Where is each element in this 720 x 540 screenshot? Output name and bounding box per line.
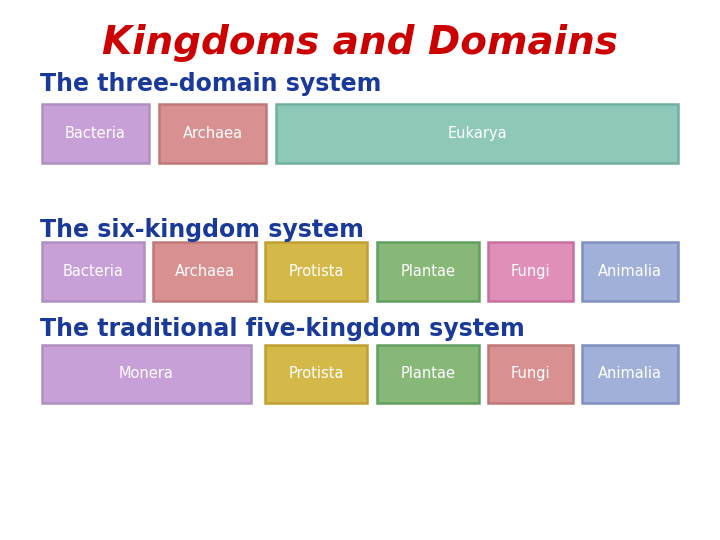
Text: Archaea: Archaea xyxy=(183,126,243,141)
FancyBboxPatch shape xyxy=(582,345,678,403)
FancyBboxPatch shape xyxy=(488,345,573,403)
FancyBboxPatch shape xyxy=(488,242,573,301)
Text: Protista: Protista xyxy=(288,264,344,279)
Text: Kingdoms and Domains: Kingdoms and Domains xyxy=(102,24,618,62)
FancyBboxPatch shape xyxy=(377,345,479,403)
FancyBboxPatch shape xyxy=(159,104,266,163)
Text: Animalia: Animalia xyxy=(598,264,662,279)
FancyBboxPatch shape xyxy=(265,345,367,403)
FancyBboxPatch shape xyxy=(42,242,144,301)
FancyBboxPatch shape xyxy=(42,104,149,163)
Text: Bacteria: Bacteria xyxy=(63,264,123,279)
Text: Fungi: Fungi xyxy=(510,264,551,279)
Text: Fungi: Fungi xyxy=(510,367,551,381)
FancyBboxPatch shape xyxy=(377,242,479,301)
Text: Bacteria: Bacteria xyxy=(65,126,126,141)
Text: The traditional five-kingdom system: The traditional five-kingdom system xyxy=(40,318,524,341)
Text: Protista: Protista xyxy=(288,367,344,381)
Text: Animalia: Animalia xyxy=(598,367,662,381)
Text: Eukarya: Eukarya xyxy=(448,126,507,141)
FancyBboxPatch shape xyxy=(265,242,367,301)
Text: Monera: Monera xyxy=(119,367,174,381)
FancyBboxPatch shape xyxy=(582,242,678,301)
Text: Archaea: Archaea xyxy=(174,264,235,279)
Text: The three-domain system: The three-domain system xyxy=(40,72,381,96)
FancyBboxPatch shape xyxy=(276,104,678,163)
FancyBboxPatch shape xyxy=(153,242,256,301)
Text: Plantae: Plantae xyxy=(400,367,455,381)
FancyBboxPatch shape xyxy=(42,345,251,403)
Text: The six-kingdom system: The six-kingdom system xyxy=(40,218,364,241)
Text: Plantae: Plantae xyxy=(400,264,455,279)
